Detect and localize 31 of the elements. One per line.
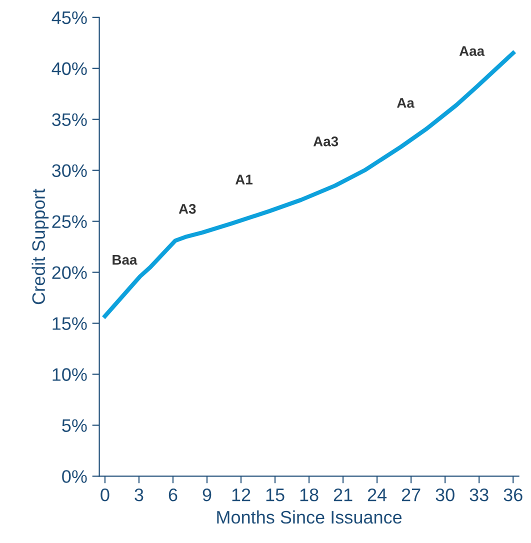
x-tick-label: 21 — [334, 488, 352, 502]
y-tick-label: 45% — [52, 11, 87, 24]
x-axis-title: Months Since Issuance — [217, 510, 402, 524]
y-tick-label: 20% — [52, 266, 87, 280]
x-tick-label: 27 — [402, 488, 420, 502]
x-tick-label: 18 — [300, 488, 318, 502]
x-tick-label: 33 — [470, 488, 488, 502]
y-axis-title: Credit Support — [32, 188, 49, 304]
y-tick-label: 35% — [52, 113, 87, 126]
y-tick-label: 0% — [62, 470, 87, 483]
y-tick-label: 5% — [62, 419, 87, 432]
x-tick-label: 3 — [134, 488, 144, 502]
annotation: A1 — [235, 174, 253, 184]
annotation: Aaa — [459, 46, 485, 56]
y-tick-label: 25% — [52, 215, 87, 228]
x-tick-label: 0 — [100, 488, 110, 502]
x-tick-label: 24 — [368, 488, 387, 502]
x-tick-label: 36 — [504, 488, 522, 502]
annotation: A3 — [178, 204, 196, 214]
annotation: Baa — [112, 255, 138, 265]
y-tick-label: 15% — [52, 317, 87, 330]
x-tick-label: 15 — [266, 488, 284, 502]
annotation: Aa — [396, 98, 414, 108]
y-tick-label: 30% — [52, 164, 87, 178]
x-tick-label: 6 — [168, 488, 178, 502]
annotation: Aa3 — [313, 136, 338, 146]
x-tick-label: 9 — [202, 488, 212, 502]
y-tick-label: 10% — [52, 368, 87, 381]
y-tick-label: 40% — [52, 62, 87, 76]
x-tick-label: 30 — [436, 488, 454, 502]
x-tick-label: 12 — [232, 488, 250, 502]
